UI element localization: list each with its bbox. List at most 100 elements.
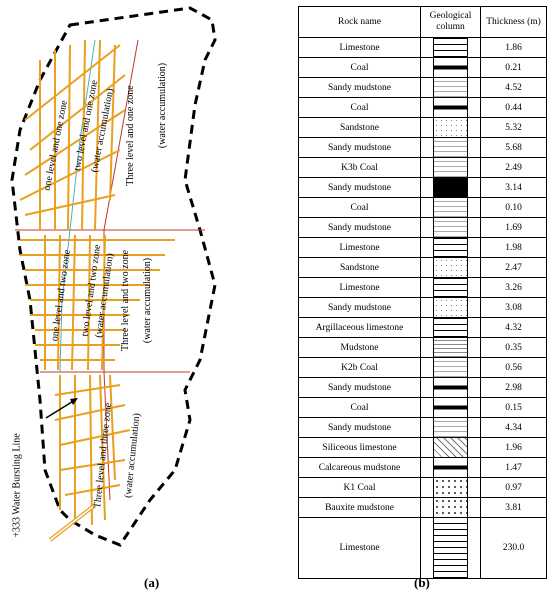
table-row: Sandstone 2.47: [298, 257, 547, 278]
table-row: Coal 0.15: [298, 397, 547, 418]
thickness-cell: 0.10: [480, 197, 547, 218]
roadway-network: [19, 39, 175, 542]
thickness-cell: 1.98: [480, 237, 547, 258]
lithology-pattern: [433, 58, 468, 77]
geological-column-cell: [420, 117, 481, 138]
thickness-cell: 0.15: [480, 397, 547, 418]
geological-column-cell: [420, 337, 481, 358]
rock-name-cell: Limestone: [298, 517, 421, 579]
geological-column-cell: [420, 237, 481, 258]
lithology-pattern: [433, 278, 468, 297]
caption-a: (a): [144, 575, 160, 590]
zone-label-3-1-water: (water accumulation): [157, 62, 169, 149]
lithology-pattern: [433, 418, 468, 437]
lithology-pattern: [433, 178, 468, 197]
lithology-pattern: [433, 218, 468, 237]
lithology-pattern: [433, 438, 468, 457]
geological-column-cell: [420, 437, 481, 458]
rock-name-cell: K2b Coal: [298, 357, 421, 378]
zone-label-3-1: Three level and one zone: [124, 85, 136, 186]
geological-column-cell: [420, 517, 481, 579]
lithology-pattern: [433, 118, 468, 137]
thickness-cell: 4.32: [480, 317, 547, 338]
geological-column-cell: [420, 317, 481, 338]
thickness-cell: 2.98: [480, 377, 547, 398]
table-row: Sandy mudstone 2.98: [298, 377, 547, 398]
rock-name-cell: Sandy mudstone: [298, 297, 421, 318]
geological-column-cell: [420, 497, 481, 518]
mine-zone-map: one level and one zone two level and one…: [10, 6, 217, 590]
table-row: Limestone 1.86: [298, 37, 547, 58]
table-row: K2b Coal 0.56: [298, 357, 547, 378]
table-row: Sandy mudstone 4.34: [298, 417, 547, 438]
geological-column-cell: [420, 397, 481, 418]
rock-name-cell: Coal: [298, 57, 421, 78]
geological-column-cell: [420, 37, 481, 58]
table-row: Sandy mudstone 4.52: [298, 77, 547, 98]
table-row: Bauxite mudstone 3.81: [298, 497, 547, 518]
lithology-pattern: [433, 458, 468, 477]
stratigraphic-table: Rock name Geological column Thickness (m…: [298, 6, 547, 579]
lithology-pattern: [433, 358, 468, 377]
lithology-pattern: [433, 238, 468, 257]
geological-column-cell: [420, 277, 481, 298]
geological-column-cell: [420, 217, 481, 238]
header-thickness: Thickness (m): [480, 6, 547, 38]
table-row: Sandy mudstone 5.68: [298, 137, 547, 158]
thickness-cell: 2.47: [480, 257, 547, 278]
zone-line-5: [103, 371, 111, 501]
thickness-cell: 0.56: [480, 357, 547, 378]
table-row: Calcareous mudstone 1.47: [298, 457, 547, 478]
table-row: Argillaceous limestone 4.32: [298, 317, 547, 338]
table-row: Coal 0.44: [298, 97, 547, 118]
table-row: K3b Coal 2.49: [298, 157, 547, 178]
geological-column-cell: [420, 137, 481, 158]
thickness-cell: 0.97: [480, 477, 547, 498]
table-row: K1 Coal 0.97: [298, 477, 547, 498]
rock-name-cell: Sandy mudstone: [298, 137, 421, 158]
rock-name-cell: Mudstone: [298, 337, 421, 358]
geological-column-cell: [420, 417, 481, 438]
thickness-cell: 5.32: [480, 117, 547, 138]
thickness-cell: 4.52: [480, 77, 547, 98]
arrow-head-icon: [70, 398, 78, 405]
lithology-pattern: [433, 298, 468, 317]
rock-name-cell: Sandy mudstone: [298, 417, 421, 438]
water-bursting-line-label: +333 Water Bursting Line: [11, 433, 23, 538]
thickness-cell: 3.26: [480, 277, 547, 298]
lithology-pattern: [433, 158, 468, 177]
rock-name-cell: Sandy mudstone: [298, 177, 421, 198]
rock-name-cell: Limestone: [298, 237, 421, 258]
thickness-cell: 0.35: [480, 337, 547, 358]
rock-name-cell: Sandstone: [298, 257, 421, 278]
mine-map-svg: [10, 6, 217, 547]
lithology-pattern: [433, 198, 468, 217]
mine-boundary: [10, 6, 217, 547]
table-row: Sandy mudstone 3.14: [298, 177, 547, 198]
thickness-cell: 3.14: [480, 177, 547, 198]
caption-b: (b): [414, 575, 430, 590]
lithology-pattern: [433, 38, 468, 57]
table-row: Sandstone 5.32: [298, 117, 547, 138]
rock-name-cell: K1 Coal: [298, 477, 421, 498]
table-row: Sandy mudstone 1.69: [298, 217, 547, 238]
rock-name-cell: Sandy mudstone: [298, 77, 421, 98]
table-row: Mudstone 0.35: [298, 337, 547, 358]
rock-name-cell: Limestone: [298, 37, 421, 58]
geological-column-cell: [420, 457, 481, 478]
geological-column-cell: [420, 157, 481, 178]
thickness-cell: 0.44: [480, 97, 547, 118]
geological-column-cell: [420, 477, 481, 498]
table-row: Coal 0.10: [298, 197, 547, 218]
lithology-pattern: [433, 138, 468, 157]
stratigraphic-column: Rock name Geological column Thickness (m…: [298, 6, 547, 590]
lithology-pattern: [433, 98, 468, 117]
rock-name-cell: Sandy mudstone: [298, 377, 421, 398]
rock-name-cell: Coal: [298, 397, 421, 418]
lithology-pattern: [433, 378, 468, 397]
zone-label-3-2: Three level and two zone: [120, 249, 132, 352]
table-row: Limestone 3.26: [298, 277, 547, 298]
table-header-row: Rock name Geological column Thickness (m…: [298, 6, 547, 38]
geological-column-cell: [420, 97, 481, 118]
geological-column-cell: [420, 177, 481, 198]
